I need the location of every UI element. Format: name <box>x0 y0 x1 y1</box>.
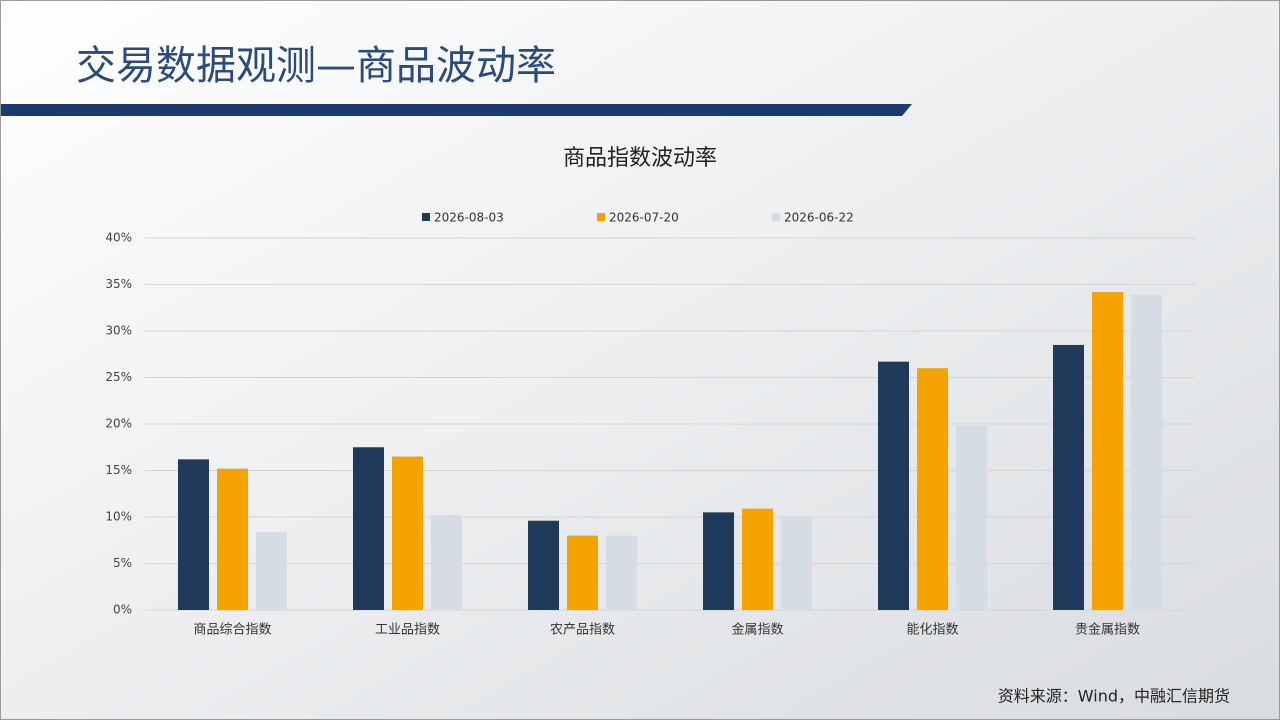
y-tick-label: 15% <box>105 463 132 477</box>
bar <box>567 535 598 610</box>
bar <box>178 459 209 610</box>
bar <box>917 368 948 610</box>
bar <box>878 361 909 610</box>
bar <box>528 520 559 610</box>
y-tick-label: 35% <box>105 277 132 291</box>
x-tick-label: 工业品指数 <box>375 623 440 638</box>
bar <box>1131 294 1162 610</box>
x-tick-label: 贵金属指数 <box>1075 622 1140 638</box>
y-tick-label: 10% <box>105 510 132 524</box>
bar <box>956 425 987 610</box>
x-tick-label: 金属指数 <box>731 622 783 638</box>
legend-label: 2026-06-22 <box>784 211 854 225</box>
chart-title: 商品指数波动率 <box>563 146 717 171</box>
legend-swatch <box>597 213 605 221</box>
legend-label: 2026-07-20 <box>609 211 679 225</box>
header-band <box>0 104 912 116</box>
bar <box>256 531 287 610</box>
bar <box>353 447 384 610</box>
bar <box>742 508 773 610</box>
source-note: 资料来源：Wind，中融汇信期货 <box>998 687 1230 706</box>
bar <box>781 516 812 610</box>
legend-label: 2026-08-03 <box>434 211 504 225</box>
bar <box>1092 291 1123 610</box>
bar <box>1053 344 1084 610</box>
x-tick-label: 商品综合指数 <box>193 623 271 638</box>
slide-title: 交易数据观测—商品波动率 <box>76 43 556 89</box>
y-tick-label: 20% <box>105 417 132 431</box>
y-tick-label: 40% <box>105 231 132 245</box>
legend-swatch <box>772 213 780 221</box>
legend-swatch <box>422 213 430 221</box>
bar <box>703 512 734 610</box>
bar <box>606 535 637 610</box>
y-tick-label: 0% <box>113 603 132 617</box>
x-tick-label: 农产品指数 <box>550 623 615 638</box>
bar <box>431 515 462 610</box>
x-tick-label: 能化指数 <box>906 623 958 638</box>
bar <box>217 468 248 610</box>
y-tick-label: 30% <box>105 324 132 338</box>
y-tick-label: 25% <box>105 370 132 384</box>
y-tick-label: 5% <box>113 556 132 570</box>
bar <box>392 456 423 610</box>
